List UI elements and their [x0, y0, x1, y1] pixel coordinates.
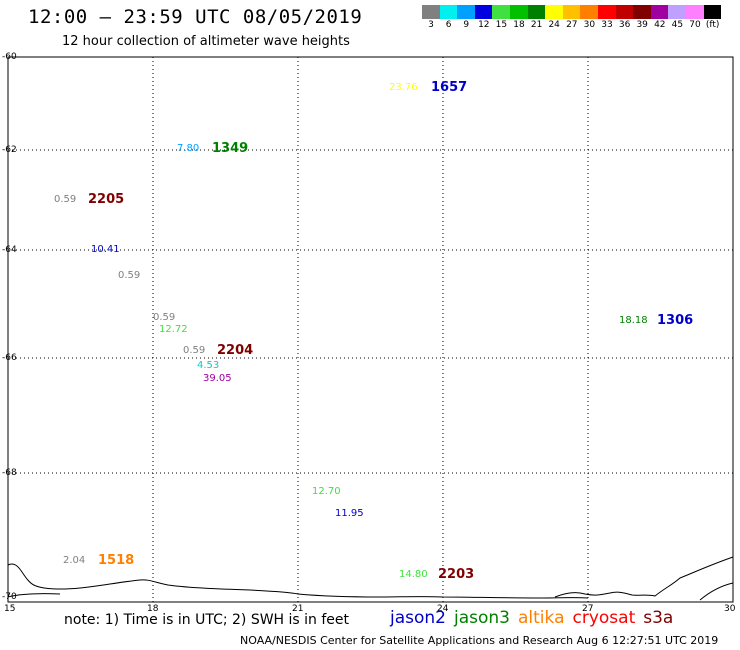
satellite-s3a: s3a — [643, 608, 674, 628]
legend-label: 30 — [583, 20, 596, 30]
lat-label: -70 — [2, 592, 17, 602]
footer-credit: NOAA/NESDIS Center for Satellite Applica… — [240, 634, 719, 647]
wave-height-label: 0.59 — [153, 312, 176, 323]
legend-label: 39 — [636, 20, 648, 30]
wave-height-label: 23.76 — [389, 82, 418, 93]
legend-swatch — [633, 5, 651, 19]
observation-time: 2205 — [88, 192, 125, 207]
wave-height-label: 0.59 — [54, 194, 77, 205]
wave-height-label: 11.95 — [335, 508, 364, 519]
observation-time: 1306 — [657, 313, 694, 328]
legend-swatch — [562, 5, 581, 19]
legend-swatch — [598, 5, 616, 19]
legend-swatch — [545, 5, 563, 19]
legend-swatch — [668, 5, 686, 19]
legend-swatch — [580, 5, 598, 19]
legend-label: 6 — [445, 20, 452, 30]
legend-label: 42 — [654, 20, 666, 30]
coastline-west — [7, 593, 61, 598]
legend-swatch — [527, 5, 546, 19]
satellite-legend: jason2 jason3 altika cryosat s3a — [390, 608, 681, 628]
satellite-jason3: jason3 — [454, 608, 510, 628]
satellite-jason2: jason2 — [390, 608, 446, 628]
legend-swatch — [422, 5, 440, 19]
satellite-cryosat: cryosat — [572, 608, 636, 628]
coastline-east — [554, 556, 734, 598]
lat-label: -66 — [2, 353, 17, 363]
wave-height-label: 4.53 — [197, 360, 220, 371]
lat-gridlines — [8, 149, 733, 474]
legend-label: 15 — [495, 20, 508, 30]
wave-height-label: 14.80 — [399, 569, 428, 580]
legend-swatch — [510, 5, 528, 19]
coastline-east-edge — [699, 582, 734, 601]
legend-label: 70 — [689, 20, 701, 30]
color-legend: 3 6 9 12 15 18 21 24 27 30 33 36 39 42 45 70 (ft) — [0, 0, 740, 40]
lon-label: 30 — [724, 604, 736, 614]
legend-label: 12 — [478, 20, 490, 30]
legend-swatch — [650, 5, 669, 19]
legend-label: 9 — [463, 20, 470, 30]
wave-height-label: 2.04 — [63, 555, 86, 566]
legend-label: 24 — [548, 20, 560, 30]
lon-label: 21 — [292, 604, 304, 614]
chart-subtitle: 12 hour collection of altimeter wave hei… — [62, 34, 350, 49]
lat-label: -62 — [2, 145, 17, 155]
observation-time: 2203 — [438, 567, 475, 582]
observation-time: 1518 — [98, 553, 135, 568]
observation-time: 1657 — [431, 80, 468, 95]
legend-label: 33 — [601, 20, 613, 30]
wave-height-label: 18.18 — [619, 315, 648, 326]
legend-swatch — [474, 5, 493, 19]
legend-label: 21 — [530, 20, 543, 30]
legend-swatch — [457, 5, 475, 19]
lat-label: -64 — [2, 245, 17, 255]
lon-label: 24 — [437, 604, 449, 614]
legend-swatch — [492, 5, 510, 19]
chart-title: 12:00 – 23:59 UTC 08/05/2019 — [28, 6, 363, 28]
wave-height-label: 12.72 — [159, 324, 188, 335]
wave-height-label: 0.59 — [118, 270, 141, 281]
lon-label: 15 — [4, 604, 16, 614]
legend-swatch — [439, 5, 458, 19]
legend-swatch — [686, 5, 704, 19]
legend-swatch — [615, 5, 634, 19]
legend-label: 18 — [513, 20, 525, 30]
observation-time: 2204 — [217, 343, 254, 358]
lat-label: -60 — [2, 52, 17, 62]
lon-gridlines — [152, 57, 589, 602]
legend-label: (ft) — [705, 20, 720, 30]
satellite-altika: altika — [518, 608, 565, 628]
plot-frame — [7, 56, 734, 603]
lon-label: 27 — [582, 604, 594, 614]
coastline — [7, 563, 589, 599]
wave-height-label: 12.70 — [312, 486, 341, 497]
legend-label: 27 — [566, 20, 578, 30]
lat-label: -68 — [2, 468, 17, 478]
wave-height-label: 10.41 — [91, 244, 120, 255]
lon-label: 18 — [147, 604, 159, 614]
units-note: note: 1) Time is in UTC; 2) SWH is in fe… — [64, 612, 350, 628]
legend-label: 36 — [618, 20, 631, 30]
wave-height-label: 7.80 — [177, 143, 200, 154]
wave-height-label: 39.05 — [203, 373, 232, 384]
legend-label: 3 — [428, 20, 434, 30]
legend-label: 45 — [671, 20, 684, 30]
legend-swatch — [703, 5, 722, 19]
wave-height-label: 0.59 — [183, 345, 206, 356]
observation-time: 1349 — [212, 141, 249, 156]
